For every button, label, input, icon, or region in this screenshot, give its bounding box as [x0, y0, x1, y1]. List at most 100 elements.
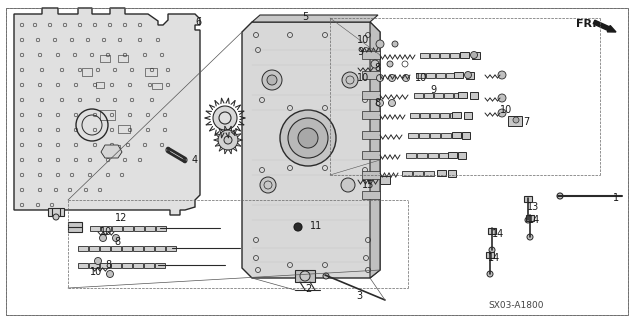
- Circle shape: [100, 235, 107, 242]
- Bar: [100, 263, 110, 268]
- Bar: [90, 226, 100, 231]
- Text: 7: 7: [523, 117, 529, 127]
- Bar: [133, 246, 143, 251]
- Circle shape: [300, 271, 310, 281]
- Bar: [452, 132, 461, 138]
- Text: SX03-A1800: SX03-A1800: [488, 300, 543, 309]
- Bar: [362, 191, 380, 199]
- Bar: [108, 145, 120, 153]
- Bar: [452, 112, 461, 118]
- Text: 6: 6: [195, 17, 201, 27]
- Circle shape: [525, 217, 531, 223]
- Polygon shape: [252, 15, 378, 22]
- Bar: [508, 116, 522, 126]
- Bar: [380, 176, 390, 184]
- Text: 2: 2: [305, 284, 311, 294]
- Text: 10: 10: [90, 267, 102, 277]
- Text: 9: 9: [357, 47, 363, 57]
- Circle shape: [489, 247, 495, 253]
- Bar: [472, 52, 480, 59]
- Bar: [152, 83, 162, 89]
- Bar: [362, 111, 380, 119]
- Bar: [111, 246, 121, 251]
- Circle shape: [403, 75, 410, 82]
- Bar: [156, 226, 166, 231]
- Bar: [450, 113, 459, 118]
- Text: 10: 10: [357, 73, 369, 83]
- Bar: [134, 226, 144, 231]
- Text: 4: 4: [192, 155, 198, 165]
- Text: 10: 10: [100, 227, 112, 237]
- Bar: [122, 246, 132, 251]
- Bar: [436, 73, 445, 78]
- Bar: [118, 55, 128, 62]
- Bar: [441, 133, 451, 138]
- Bar: [420, 113, 429, 118]
- Circle shape: [53, 214, 59, 220]
- Text: 3: 3: [356, 291, 362, 301]
- Bar: [295, 270, 315, 282]
- Bar: [122, 263, 132, 268]
- Circle shape: [527, 234, 533, 240]
- Bar: [488, 228, 496, 234]
- Circle shape: [376, 40, 384, 48]
- Text: 8: 8: [105, 260, 111, 270]
- Bar: [440, 113, 449, 118]
- Circle shape: [513, 117, 519, 123]
- Ellipse shape: [183, 157, 187, 163]
- Bar: [466, 72, 474, 79]
- Bar: [526, 215, 534, 221]
- Text: 8: 8: [374, 98, 380, 108]
- Bar: [410, 113, 419, 118]
- Bar: [408, 133, 418, 138]
- Circle shape: [377, 100, 384, 107]
- Text: 1: 1: [613, 193, 619, 203]
- Bar: [89, 246, 99, 251]
- Bar: [133, 263, 143, 268]
- Bar: [450, 53, 459, 58]
- Text: 10: 10: [415, 73, 427, 83]
- Bar: [362, 171, 380, 179]
- Circle shape: [341, 178, 355, 192]
- Bar: [155, 246, 165, 251]
- Bar: [145, 226, 155, 231]
- Bar: [419, 133, 429, 138]
- Circle shape: [470, 52, 477, 59]
- Bar: [524, 196, 532, 202]
- Bar: [112, 226, 122, 231]
- Circle shape: [392, 41, 398, 47]
- Bar: [420, 53, 429, 58]
- Text: 11: 11: [310, 221, 322, 231]
- Bar: [437, 170, 446, 176]
- Text: 14: 14: [492, 229, 504, 239]
- Bar: [100, 55, 110, 62]
- Bar: [430, 113, 439, 118]
- Bar: [440, 53, 449, 58]
- Circle shape: [498, 94, 506, 102]
- Text: 8: 8: [374, 63, 380, 73]
- Circle shape: [260, 177, 276, 193]
- Circle shape: [224, 136, 232, 144]
- Bar: [458, 92, 467, 98]
- Circle shape: [262, 70, 282, 90]
- Bar: [82, 68, 92, 76]
- Bar: [145, 68, 157, 76]
- Bar: [89, 263, 99, 268]
- Bar: [464, 112, 472, 119]
- Bar: [362, 51, 380, 59]
- Text: 15: 15: [362, 180, 374, 190]
- Bar: [155, 263, 165, 268]
- Bar: [454, 72, 463, 78]
- Bar: [448, 152, 457, 158]
- Circle shape: [107, 270, 113, 277]
- Circle shape: [294, 223, 302, 231]
- Text: 10: 10: [357, 35, 369, 45]
- Circle shape: [112, 235, 119, 242]
- Bar: [444, 93, 453, 98]
- Circle shape: [557, 193, 563, 199]
- Bar: [426, 73, 435, 78]
- Circle shape: [342, 72, 358, 88]
- Circle shape: [298, 128, 318, 148]
- Text: 12: 12: [115, 213, 127, 223]
- Circle shape: [213, 106, 237, 130]
